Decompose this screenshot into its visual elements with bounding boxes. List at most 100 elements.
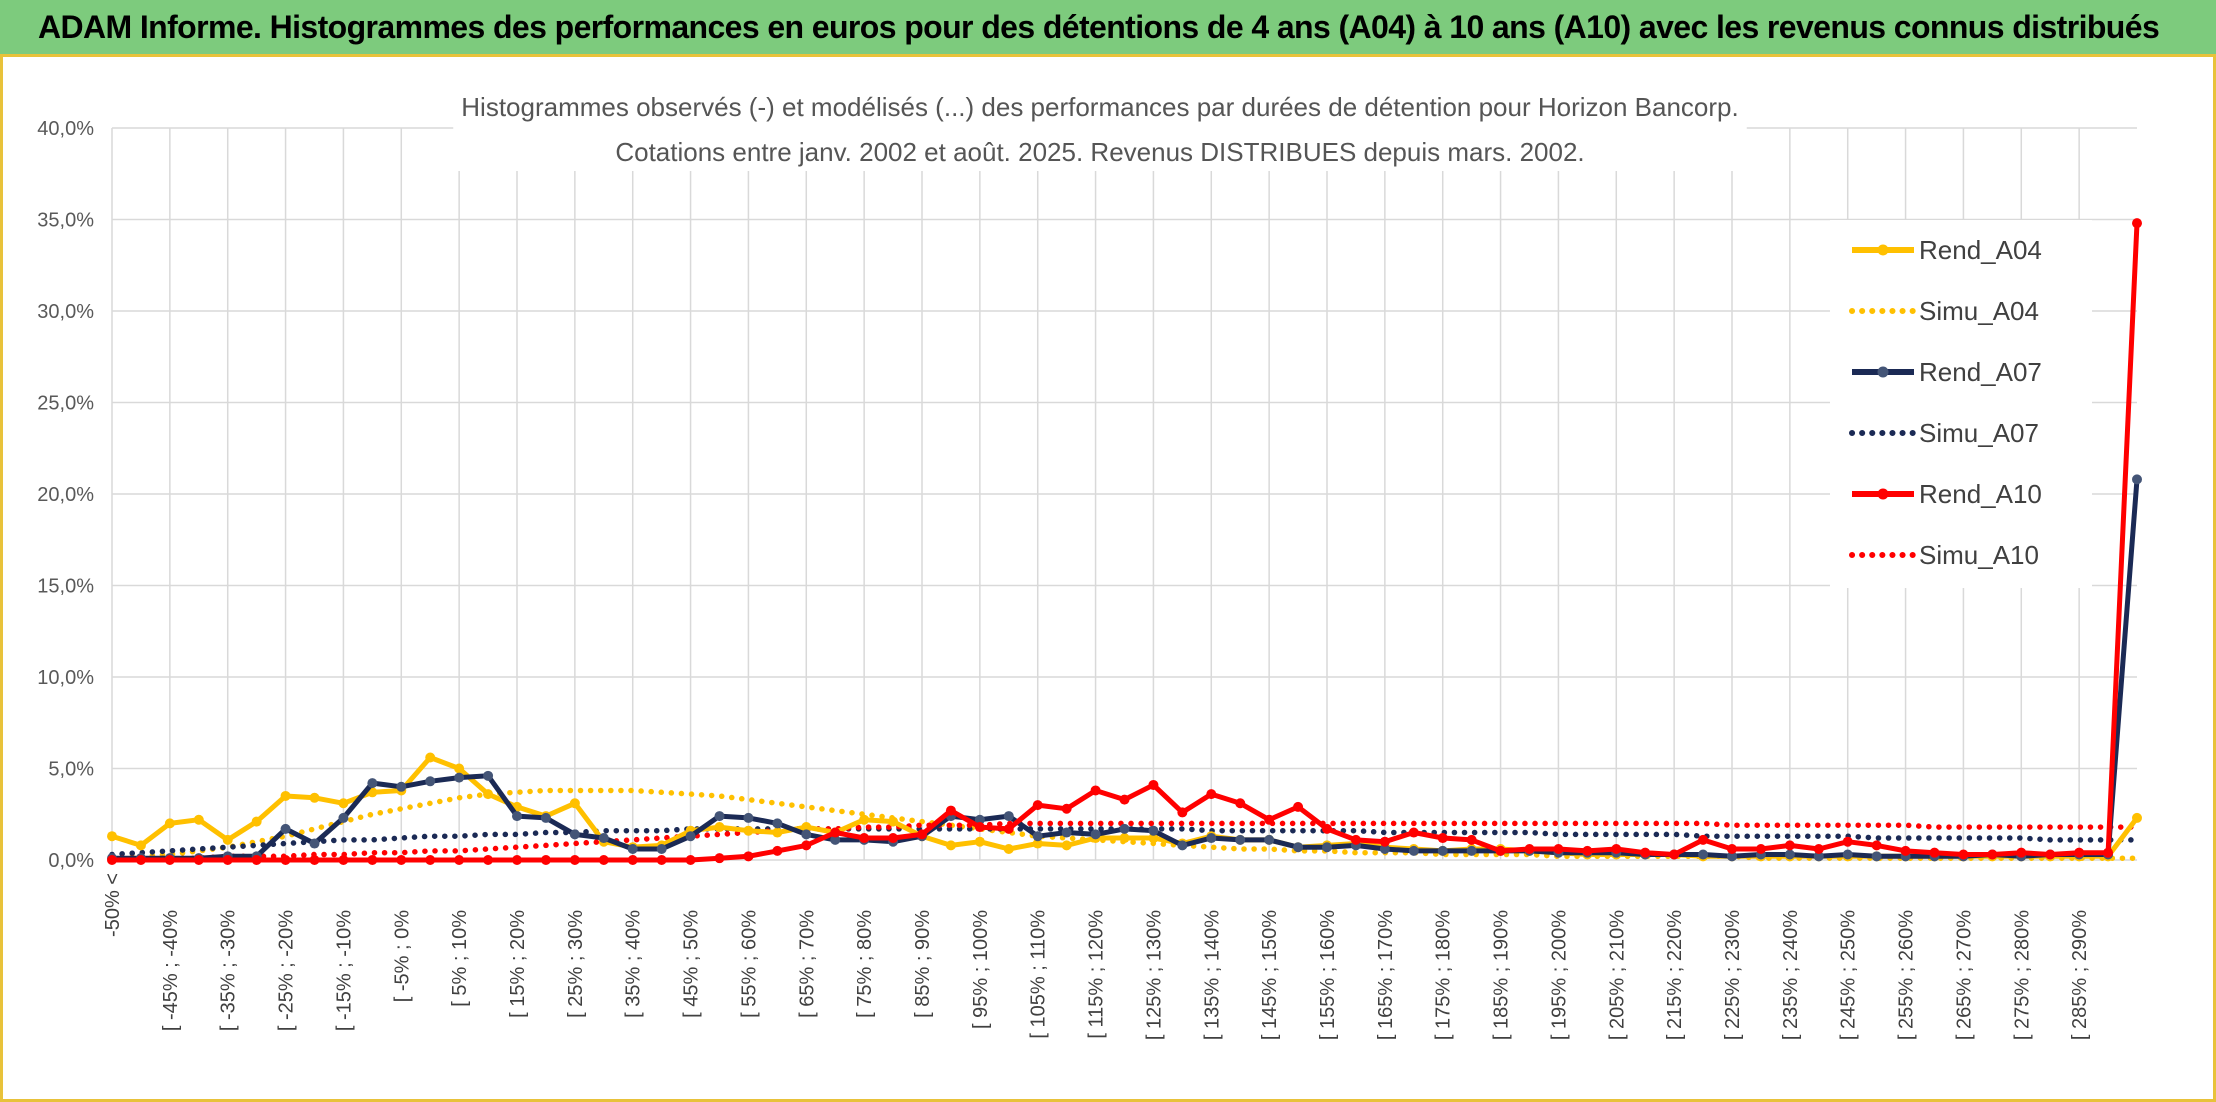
data-point-Rend_A04 — [714, 822, 725, 833]
legend-marker — [1877, 244, 1889, 256]
data-point-Rend_A07 — [1842, 849, 1853, 860]
data-point-Rend_A07 — [801, 829, 812, 840]
data-point-Rend_A10 — [945, 805, 956, 816]
data-point-Rend_A10 — [135, 855, 146, 865]
x-tick-label: [ 105% ; 110% — [1028, 910, 1050, 1039]
data-point-Rend_A04 — [193, 814, 204, 825]
data-point-Rend_A07 — [280, 823, 291, 834]
x-tick-label: [ 25% ; 30% — [565, 910, 587, 1018]
x-tick-label: -50% < — [102, 873, 124, 937]
x-tick-label: [ -5% ; 0% — [391, 910, 413, 1002]
data-point-Rend_A07 — [1293, 842, 1304, 853]
data-point-Rend_A04 — [454, 763, 465, 774]
data-point-Rend_A04 — [1003, 844, 1014, 855]
legend-item-Simu_A07: Simu_A07 — [1849, 418, 2039, 448]
data-point-Rend_A10 — [1698, 834, 1709, 845]
data-point-Rend_A04 — [251, 816, 262, 827]
data-point-Rend_A10 — [1466, 834, 1477, 845]
data-point-Rend_A10 — [1929, 847, 1940, 858]
data-point-Rend_A04 — [309, 792, 320, 803]
data-point-Rend_A10 — [367, 855, 378, 865]
x-tick-label: [ -25% ; -20% — [276, 910, 298, 1031]
data-point-Rend_A07 — [1379, 844, 1390, 855]
data-point-Rend_A07 — [338, 812, 349, 823]
x-tick-label: [ -35% ; -30% — [218, 910, 240, 1031]
data-point-Rend_A10 — [1264, 814, 1275, 825]
data-point-Rend_A04 — [425, 752, 436, 763]
x-tick-label: [ 175% ; 180% — [1433, 910, 1455, 1040]
data-point-Rend_A10 — [540, 855, 551, 865]
data-point-Rend_A07 — [396, 781, 407, 792]
data-point-Rend_A10 — [772, 845, 783, 856]
data-point-Rend_A10 — [859, 833, 870, 844]
data-point-Rend_A04 — [1032, 838, 1043, 849]
data-point-Rend_A07 — [425, 776, 436, 787]
data-point-Rend_A04 — [974, 836, 985, 847]
legend-item-Simu_A04: Simu_A04 — [1849, 296, 2039, 326]
x-tick-label: [ 225% ; 230% — [1722, 910, 1744, 1040]
x-tick-label: [ 125% ; 130% — [1143, 910, 1165, 1040]
data-point-Rend_A10 — [2103, 847, 2114, 858]
legend-label: Rend_A07 — [1919, 357, 2042, 387]
x-tick-label: [ 45% ; 50% — [681, 910, 703, 1018]
data-point-Rend_A10 — [1032, 800, 1043, 811]
data-point-Rend_A04 — [338, 798, 349, 809]
data-point-Rend_A07 — [1437, 845, 1448, 856]
data-point-Rend_A04 — [888, 816, 899, 827]
data-point-Rend_A07 — [309, 838, 320, 849]
y-tick-label: 40,0% — [37, 118, 94, 140]
data-point-Rend_A10 — [1813, 844, 1824, 855]
data-point-Rend_A10 — [1842, 836, 1853, 847]
data-point-Rend_A07 — [1813, 851, 1824, 862]
x-tick-label: [ -45% ; -40% — [160, 910, 182, 1031]
data-point-Rend_A07 — [1206, 833, 1217, 844]
data-point-Rend_A07 — [1727, 851, 1737, 862]
data-point-Rend_A10 — [1408, 827, 1419, 838]
data-point-Rend_A07 — [1148, 825, 1159, 836]
data-point-Rend_A10 — [598, 855, 609, 865]
data-point-Rend_A10 — [1119, 794, 1130, 805]
chart-title-background — [453, 88, 1747, 171]
data-point-Rend_A07 — [974, 814, 985, 825]
x-tick-label: [ 185% ; 190% — [1491, 910, 1513, 1040]
data-point-Rend_A10 — [1640, 847, 1651, 858]
data-point-Rend_A07 — [1032, 831, 1043, 842]
data-point-Rend_A10 — [1379, 836, 1390, 847]
data-point-Rend_A10 — [1090, 785, 1101, 796]
chart-title-line-1: Histogrammes observés (-) et modélisés (… — [461, 92, 1738, 122]
data-point-Rend_A10 — [1611, 844, 1622, 855]
x-tick-label: [ 165% ; 170% — [1375, 910, 1397, 1040]
data-point-Rend_A10 — [1524, 844, 1535, 855]
data-point-Rend_A10 — [338, 855, 349, 865]
data-point-Rend_A07 — [540, 812, 551, 823]
data-point-Rend_A10 — [1987, 849, 1998, 860]
x-tick-label: [ 235% ; 240% — [1780, 910, 1802, 1040]
data-point-Rend_A10 — [656, 855, 667, 865]
page-title: ADAM Informe. Histogrammes des performan… — [38, 9, 2160, 45]
data-point-Rend_A10 — [1235, 798, 1246, 809]
legend-item-Rend_A04: Rend_A04 — [1852, 235, 2042, 265]
y-tick-label: 20,0% — [37, 484, 94, 506]
data-point-Rend_A10 — [888, 833, 899, 844]
data-point-Rend_A04 — [107, 831, 117, 842]
data-point-Rend_A07 — [1466, 845, 1477, 856]
legend-label: Simu_A04 — [1919, 296, 2039, 326]
x-tick-label: [ 35% ; 40% — [623, 910, 645, 1018]
legend-marker — [1877, 488, 1889, 500]
data-point-Rend_A10 — [1958, 849, 1969, 860]
x-tick-label: [ 205% ; 210% — [1606, 910, 1628, 1040]
y-tick-label: 30,0% — [37, 301, 94, 323]
data-point-Rend_A10 — [569, 855, 580, 865]
x-tick-label: [ 155% ; 160% — [1317, 910, 1339, 1040]
data-point-Rend_A10 — [1061, 803, 1072, 814]
x-tick-label: [ 245% ; 250% — [1838, 910, 1860, 1040]
data-point-Rend_A04 — [222, 834, 233, 845]
data-point-Rend_A07 — [569, 829, 580, 840]
x-tick-label: [ 195% ; 200% — [1548, 910, 1570, 1040]
data-point-Rend_A07 — [1061, 827, 1072, 838]
data-point-Rend_A10 — [627, 855, 638, 865]
data-point-Rend_A10 — [830, 827, 841, 838]
data-point-Rend_A10 — [1206, 789, 1217, 800]
x-tick-label: [ 15% ; 20% — [507, 910, 529, 1018]
